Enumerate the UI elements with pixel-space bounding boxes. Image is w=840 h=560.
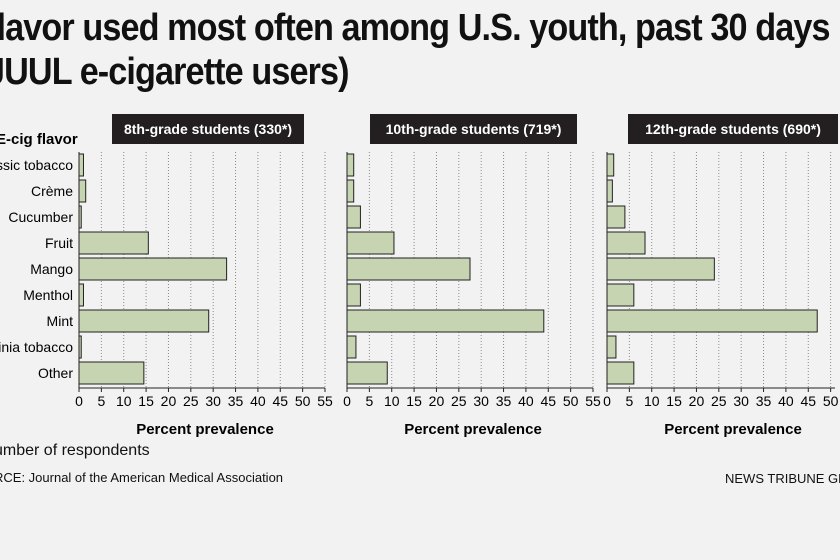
bar [606,335,617,359]
x-tick-label: 20 [689,393,705,409]
x-tick-label: 0 [75,393,83,409]
bar [346,361,388,385]
x-tick-label: 50 [823,393,839,409]
bar [606,231,646,255]
chart-title: flavor used most often among U.S. youth,… [0,6,830,94]
x-tick-label: 0 [343,393,351,409]
x-tick-label: 25 [183,393,199,409]
bar [606,361,635,385]
panel-header-label: 8th-grade students (330*) [124,121,292,137]
bar [606,257,715,281]
x-tick-label: 25 [711,393,727,409]
x-tick-label: 30 [205,393,221,409]
bar [78,283,84,307]
x-axis-label: Percent prevalence [664,421,802,438]
bar [78,153,84,177]
x-tick-label: 35 [756,393,772,409]
x-tick-label: 30 [473,393,489,409]
x-tick-label: 5 [365,393,373,409]
category-label: Crème [31,183,73,199]
bar [346,283,361,307]
source-note: RCE: Journal of the American Medical Ass… [0,470,284,485]
category-axis-label: E-cig flavor [0,131,78,148]
bar [606,309,818,333]
x-tick-label: 50 [295,393,311,409]
bar [346,257,471,281]
x-tick-label: 40 [778,393,794,409]
x-tick-label: 40 [518,393,534,409]
bar [606,283,635,307]
x-tick-label: 20 [429,393,445,409]
title-line-1: flavor used most often among U.S. youth,… [0,7,830,49]
x-tick-label: 25 [451,393,467,409]
footnote: umber of respondents [0,442,150,459]
graphic-credit: NEWS TRIBUNE GRAP [725,471,840,486]
bar [346,153,355,177]
x-tick-label: 50 [563,393,579,409]
panel-header [112,114,304,144]
x-tick-label: 5 [97,393,105,409]
x-tick-label: 10 [644,393,660,409]
title-line-2: JUUL e-cigarette users) [0,51,350,93]
bar [346,335,357,359]
x-tick-label: 35 [228,393,244,409]
x-tick-label: 10 [116,393,132,409]
category-label: Cucumber [8,209,73,225]
category-label: Fruit [45,235,73,251]
panel-header [628,114,838,144]
bar [606,179,613,203]
bar [78,205,82,229]
bar [346,179,355,203]
bar [78,231,149,255]
panel-header-label: 10th-grade students (719*) [386,121,562,137]
category-label: Mint [47,313,74,329]
bar [78,179,87,203]
category-label: inia tobacco [0,339,73,355]
bar [346,309,545,333]
x-tick-label: 15 [406,393,422,409]
x-tick-label: 45 [272,393,288,409]
x-tick-label: 45 [800,393,816,409]
x-tick-label: 0 [603,393,611,409]
x-axis-label: Percent prevalence [404,421,542,438]
bar [78,335,82,359]
category-label: ssic tobacco [0,157,73,173]
x-tick-label: 35 [496,393,512,409]
panel-header-label: 12th-grade students (690*) [645,121,821,137]
x-tick-label: 30 [733,393,749,409]
x-tick-label: 55 [585,393,601,409]
category-label: Mango [30,261,73,277]
x-tick-label: 45 [540,393,556,409]
x-tick-label: 20 [161,393,177,409]
x-axis-label: Percent prevalence [136,421,274,438]
x-tick-label: 15 [666,393,682,409]
x-tick-label: 5 [625,393,633,409]
bar [606,153,615,177]
bar [78,309,210,333]
category-label: Other [38,365,73,381]
panel-header [370,114,577,144]
x-tick-label: 15 [138,393,154,409]
bar [78,361,145,385]
bar [606,205,626,229]
category-label: Menthol [23,287,73,303]
bar [78,257,228,281]
x-tick-label: 55 [317,393,333,409]
bar [346,205,361,229]
bar [346,231,395,255]
x-tick-label: 40 [250,393,266,409]
x-tick-label: 10 [384,393,400,409]
